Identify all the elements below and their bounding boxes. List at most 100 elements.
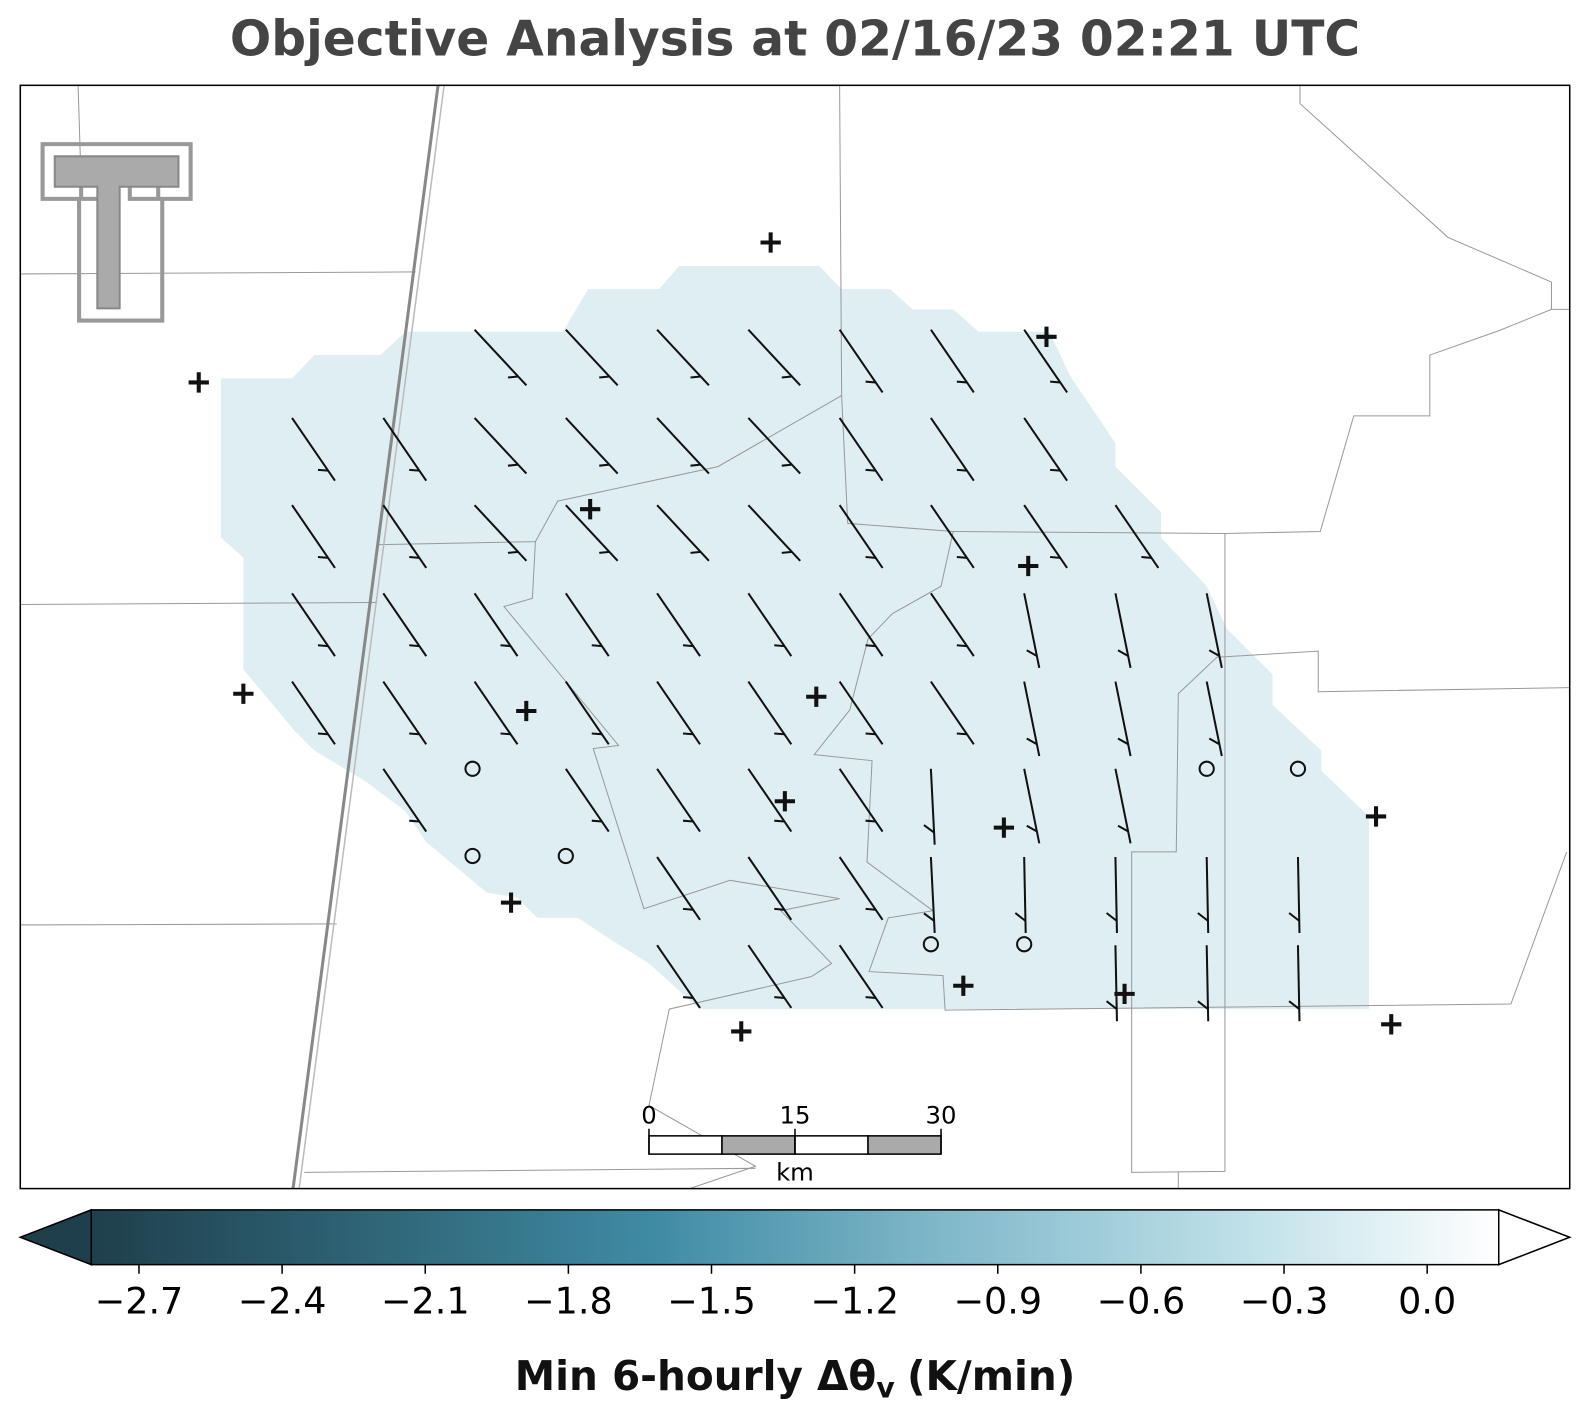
wind-barb-flag <box>1026 737 1038 746</box>
wind-barb-flag <box>682 644 694 648</box>
map-frame <box>19 84 1571 1190</box>
scale-segment <box>794 1135 869 1155</box>
boundary <box>1224 308 1570 535</box>
boundary <box>20 271 416 275</box>
calm-station <box>464 760 481 777</box>
wind-barb-flag <box>500 732 511 736</box>
scale-bar: 0 15 30 km <box>641 1101 956 1187</box>
calm-station <box>1289 760 1307 777</box>
wind-barb-flag <box>1197 912 1209 922</box>
station-plus <box>233 683 254 704</box>
wind-barb-flag <box>682 907 694 911</box>
wind-barb-flag <box>923 824 935 834</box>
calm-station <box>557 847 574 865</box>
wind-barb-flag <box>1117 737 1129 746</box>
station-plus <box>1036 326 1057 347</box>
map-panel: 0 15 30 km <box>19 84 1571 1190</box>
wind-barb-flag <box>865 380 876 384</box>
analysis-field <box>221 265 1369 1010</box>
wind-barb-flag <box>956 732 968 736</box>
wind-barb-flag <box>1208 737 1220 746</box>
station-plus <box>806 686 827 707</box>
stations <box>188 232 1402 1042</box>
wind-barb-flag <box>1105 1000 1118 1010</box>
wind-barb-flag <box>865 468 876 472</box>
station-plus <box>774 791 795 812</box>
wind-barb-flag <box>690 550 701 554</box>
scale-unit: km <box>776 1157 814 1186</box>
colorbar-extend-high <box>1497 1208 1572 1266</box>
calm-station <box>464 847 481 865</box>
boundary <box>953 530 1570 1173</box>
scale-tick-label: 15 <box>780 1101 811 1130</box>
calm-station <box>922 936 939 953</box>
wind-barb-flag <box>781 550 793 554</box>
calm-station <box>1016 936 1033 953</box>
boundary <box>1299 85 1552 310</box>
scale-tick-label: 30 <box>926 1101 957 1130</box>
highway <box>291 85 440 1189</box>
scale-segment <box>648 1135 723 1155</box>
wind-barb-flag <box>409 732 420 736</box>
title: Objective Analysis at 02/16/23 02:21 UTC <box>230 12 1360 68</box>
wind-barb-flag <box>682 732 694 736</box>
wind-barb-flag <box>500 644 511 648</box>
colorbar-tick-label: −1.8 <box>524 1280 613 1323</box>
wind-barb-flag <box>690 375 701 379</box>
wind-barb-flag <box>956 468 968 472</box>
wind-barb-flag <box>409 819 420 823</box>
wind-barb-flag <box>774 644 785 648</box>
wind-barb-flag <box>591 644 602 648</box>
wind-barb-flag <box>317 556 329 559</box>
wind-barb-flag <box>1026 824 1038 833</box>
wind-barb-flag <box>409 644 420 648</box>
station-plus <box>500 892 522 913</box>
colorbar-extend-low <box>18 1208 93 1266</box>
wind-barb-flag <box>1141 556 1152 559</box>
wind-barb-flag <box>774 819 785 823</box>
colorbar-label: Min 6-hourly Δθv (K/min) <box>515 1352 1076 1404</box>
scale-tick-label: 0 <box>641 1101 656 1130</box>
wind-barb-flag <box>1197 1000 1209 1010</box>
wind-barb-flag <box>682 996 694 999</box>
wind-barb-flag <box>865 644 876 648</box>
station-plus <box>1018 555 1039 577</box>
wind-barb-flag <box>1105 912 1118 922</box>
wind-barb-flag <box>923 912 935 922</box>
wind-barb-flag <box>774 907 785 911</box>
wind-barb-flag <box>1026 649 1038 657</box>
wind-barb-flag <box>865 996 876 999</box>
wind-barb-flag <box>507 375 519 379</box>
boundary <box>20 601 378 606</box>
highway <box>298 85 445 1189</box>
colorbar-tick-label: 0.0 <box>1398 1280 1456 1323</box>
wind-barb-flag <box>591 819 602 823</box>
wind-barb-flag <box>956 380 968 384</box>
logo <box>40 142 193 323</box>
station-plus <box>1114 983 1135 1005</box>
boundaries <box>20 85 1570 1190</box>
boundary <box>304 1167 756 1173</box>
wind-barb-flag <box>690 463 701 467</box>
wind-barb-flag <box>781 375 793 379</box>
wind-barb-flag <box>317 732 329 736</box>
station-plus <box>516 700 537 722</box>
colorbar-tick-label: −1.2 <box>810 1280 899 1323</box>
wind-barb-flag <box>1208 649 1220 657</box>
wind-barb-flag <box>1050 556 1061 559</box>
colorbar-tick-label: −2.4 <box>238 1280 327 1323</box>
colorbar-tick-label: −1.5 <box>667 1280 756 1323</box>
boundary <box>813 395 1568 1011</box>
calm-station <box>1198 760 1215 777</box>
station-plus <box>731 1021 752 1042</box>
colorbar-tick-label: −0.3 <box>1240 1280 1329 1323</box>
wind-barb-flag <box>781 463 793 467</box>
wind-barb-flag <box>865 907 876 911</box>
station-plus <box>1381 1014 1402 1035</box>
wind-barb-flag <box>1117 649 1129 657</box>
wind-barb-flag <box>774 732 785 736</box>
wind-barb-flag <box>1117 824 1129 833</box>
wind-barb-flag <box>865 732 876 736</box>
wind-barb-flag <box>1288 912 1300 922</box>
station-plus <box>760 232 781 253</box>
